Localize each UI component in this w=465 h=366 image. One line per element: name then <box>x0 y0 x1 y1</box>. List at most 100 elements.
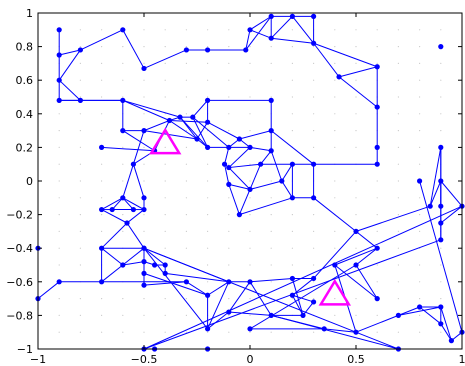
grid <box>58 29 442 333</box>
network-edge <box>440 180 463 207</box>
grid-dot <box>143 331 145 333</box>
network-edge <box>196 121 209 140</box>
grid-dot <box>355 197 357 199</box>
network-node <box>99 245 105 251</box>
network-edge <box>291 278 304 316</box>
grid-dot <box>419 264 421 266</box>
grid-dot <box>397 113 399 115</box>
network-edge <box>58 49 81 81</box>
grid-dot <box>185 130 187 132</box>
network-edge <box>228 167 251 190</box>
grid-dot <box>185 46 187 48</box>
ticks <box>37 12 463 350</box>
grid-dot <box>397 214 399 216</box>
network-node <box>236 136 242 142</box>
grid-dot <box>207 230 209 232</box>
network-edge <box>132 130 145 165</box>
network-node <box>417 304 423 310</box>
network-edge <box>355 247 378 266</box>
x-tick-label: 0 <box>247 353 254 366</box>
network-node <box>311 13 317 19</box>
grid-dot <box>101 79 103 81</box>
triangle-marker <box>148 127 182 155</box>
grid-dot <box>207 197 209 199</box>
grid-dot <box>270 230 272 232</box>
network-node <box>141 128 147 134</box>
grid-dot <box>249 62 251 64</box>
network-node <box>438 304 444 310</box>
grid-dot <box>249 197 251 199</box>
grid-dot <box>79 79 81 81</box>
network-node <box>226 144 232 150</box>
grid-dot <box>355 79 357 81</box>
network-edge <box>249 180 282 190</box>
grid-dot <box>164 96 166 98</box>
grid-dot <box>355 180 357 182</box>
grid-dot <box>79 314 81 316</box>
grid-dot <box>101 62 103 64</box>
network-edge <box>249 277 293 283</box>
network-node <box>221 161 228 167</box>
grid-dot <box>355 314 357 316</box>
grid-dot <box>355 29 357 31</box>
network-edge <box>239 130 272 140</box>
grid-dot <box>228 314 230 316</box>
network-edge <box>338 76 378 108</box>
network-node <box>268 128 274 134</box>
network-node <box>353 262 359 268</box>
network-edge <box>122 197 145 210</box>
grid-dot <box>334 130 336 132</box>
network-edge <box>122 247 145 266</box>
grid-dot <box>207 264 209 266</box>
network-node <box>194 136 200 142</box>
network-node <box>141 282 147 288</box>
network-edge <box>249 164 262 190</box>
network-edge <box>398 306 441 316</box>
network-edge <box>228 281 251 313</box>
grid-dot <box>419 281 421 283</box>
grid-dot <box>143 146 145 148</box>
grid-dot <box>291 79 293 81</box>
grid-dot <box>185 163 187 165</box>
grid-dot <box>143 46 145 48</box>
grid-dot <box>376 197 378 199</box>
network-node <box>374 144 380 150</box>
grid-dot <box>419 130 421 132</box>
grid-dot <box>58 163 60 165</box>
grid-dot <box>164 180 166 182</box>
network-edge <box>281 180 293 199</box>
grid-dot <box>376 230 378 232</box>
network-node <box>247 144 253 150</box>
grid-dot <box>228 247 230 249</box>
y-tick-labels: −1 −0.8 −0.6 −0.4 −0.2 0 0.2 0.4 0.6 0.8 1 <box>6 7 33 356</box>
grid-dot <box>228 298 230 300</box>
network-edge <box>37 281 60 299</box>
network-edge <box>419 180 463 333</box>
network-edge <box>355 264 378 299</box>
network-edge <box>165 272 229 283</box>
network-edge <box>122 99 170 121</box>
network-edge <box>101 247 124 266</box>
grid-dot <box>355 96 357 98</box>
grid-dot <box>58 197 60 199</box>
grid-dot <box>313 264 315 266</box>
network-edge <box>143 281 187 286</box>
grid-dot <box>143 62 145 64</box>
grid-dot <box>249 113 251 115</box>
network-edge <box>245 29 251 51</box>
network-edge <box>249 281 272 316</box>
grid-dot <box>79 29 81 31</box>
network-edge <box>334 247 378 266</box>
network-edge <box>270 130 314 165</box>
network-edge <box>143 247 166 266</box>
grid-dot <box>440 331 442 333</box>
y-tick-label: 0.8 <box>16 41 34 54</box>
network-node <box>279 178 285 184</box>
grid-dot <box>397 247 399 249</box>
grid-dot <box>164 314 166 316</box>
network-edge <box>324 328 357 333</box>
grid-dot <box>207 281 209 283</box>
grid-dot <box>79 62 81 64</box>
grid-dot <box>419 79 421 81</box>
network-node <box>226 309 232 315</box>
